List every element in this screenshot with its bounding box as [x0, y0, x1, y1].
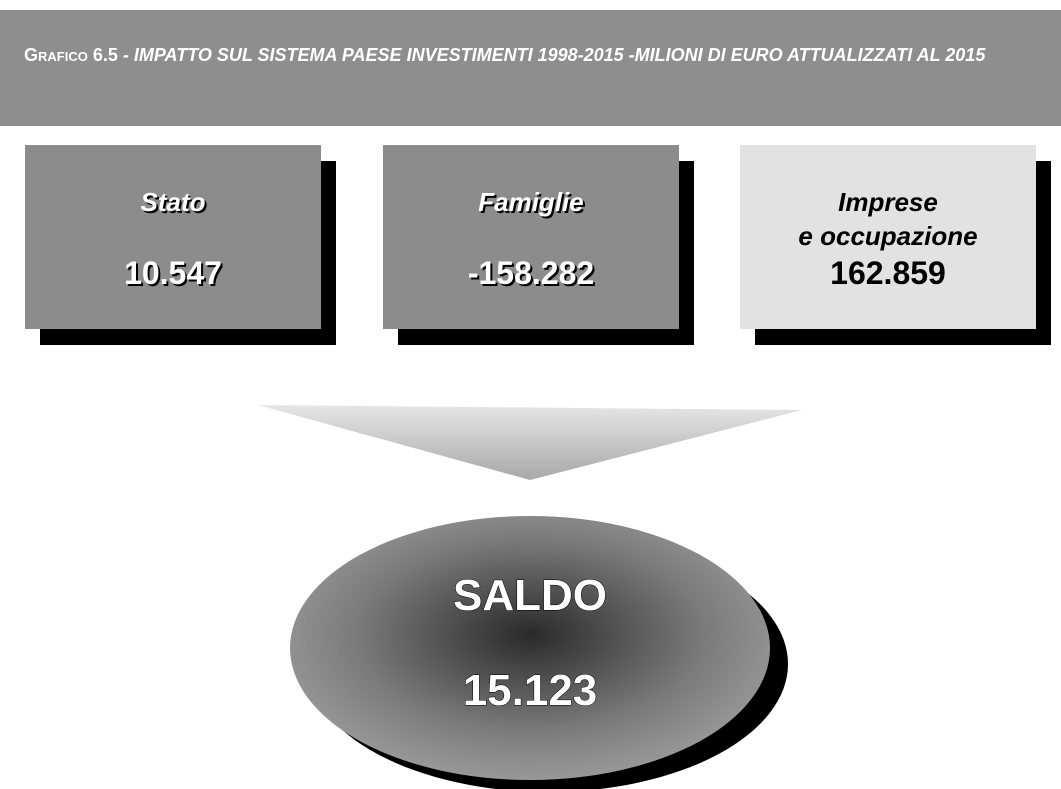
result-label: SALDO [453, 571, 607, 620]
box-label: Famiglie [478, 187, 584, 217]
title: Grafico 6.5 - IMPATTO SUL SISTEMA PAESE … [24, 44, 1054, 67]
funnel-arrow [258, 405, 802, 480]
box-value: 162.859 [830, 255, 946, 291]
box-value: -158.282 [467, 255, 595, 291]
box: Stato 10.547 [25, 145, 321, 329]
box: Famiglie -158.282 [383, 145, 679, 329]
figure-label: Grafico 6.5 [24, 45, 118, 65]
result-ellipse [290, 516, 770, 780]
header: Grafico 6.5 - IMPATTO SUL SISTEMA PAESE … [0, 10, 1061, 126]
box-label: e occupazione [798, 221, 978, 251]
box: Imprese e occupazione 162.859 [740, 145, 1036, 329]
box-label: Stato [140, 187, 206, 217]
figure-title: - IMPATTO SUL SISTEMA PAESE INVESTIMENTI… [122, 45, 986, 65]
result-value: 15.123 [463, 666, 598, 715]
box-value: 10.547 [124, 255, 222, 291]
box-label: Imprese [838, 187, 938, 217]
